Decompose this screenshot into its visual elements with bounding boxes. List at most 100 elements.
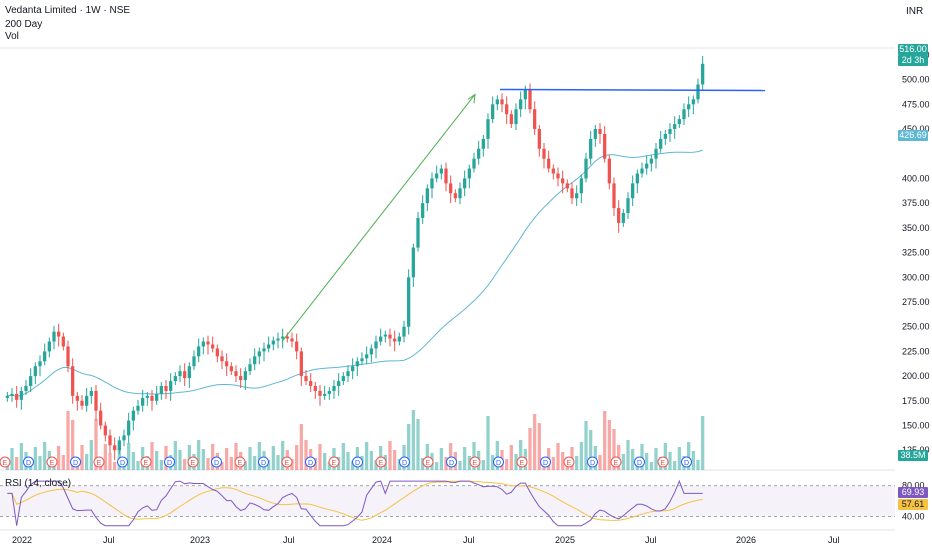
- candle-body: [435, 173, 439, 179]
- volume-bar: [243, 461, 247, 470]
- candle-body: [127, 420, 131, 436]
- volume-bar: [481, 460, 485, 470]
- candle-body: [299, 351, 303, 377]
- candle-body: [52, 331, 56, 342]
- time-axis[interactable]: 2022 Jul 2023 Jul 2024 Jul 2025 Jul 2026 Jul: [12, 535, 840, 545]
- candle-body: [89, 390, 93, 396]
- earnings-marker: E: [46, 456, 58, 468]
- marker-circle: [493, 456, 504, 468]
- volume-bar: [290, 459, 294, 470]
- candle-body: [38, 361, 42, 367]
- marker-letter: E: [3, 460, 8, 467]
- volume-bar: [514, 454, 518, 470]
- candle-body: [687, 104, 691, 110]
- volume-bar: [584, 421, 588, 470]
- candle-body: [575, 193, 579, 199]
- candle-body: [701, 63, 705, 85]
- x-tick-label: Jul: [828, 535, 840, 545]
- marker-circle: [211, 456, 222, 468]
- candle-body: [178, 371, 182, 377]
- candle-body: [631, 183, 635, 199]
- candle-body: [458, 188, 462, 199]
- earnings-marker: E: [657, 456, 669, 468]
- earnings-marker: E: [469, 456, 481, 468]
- candle-body: [495, 99, 499, 105]
- volume-bar: [365, 442, 369, 470]
- volume-bar: [654, 448, 658, 470]
- candle-body: [612, 183, 616, 209]
- symbol-title[interactable]: Vedanta Limited · 1W · NSE: [5, 5, 131, 16]
- candle-body: [449, 183, 453, 194]
- volume-indicator-label[interactable]: Vol: [5, 31, 19, 42]
- candle-body: [519, 99, 523, 110]
- candle-body: [341, 376, 345, 382]
- rsi-legend[interactable]: RSI (14, close): [5, 478, 72, 489]
- candle-body: [491, 104, 495, 120]
- candle-body: [397, 336, 401, 342]
- candle-body: [75, 395, 79, 401]
- volume-bar: [61, 455, 65, 470]
- volume-bar: [234, 443, 238, 470]
- candle-body: [295, 341, 299, 352]
- marker-circle: [234, 456, 246, 468]
- y-tick-label: 150.00: [902, 421, 930, 431]
- y-tick-label: 250.00: [902, 322, 930, 332]
- volume-bar: [463, 447, 467, 470]
- ma-indicator-label[interactable]: 200 Day: [5, 19, 43, 30]
- candle-body: [682, 109, 686, 120]
- y-tick-label: 200.00: [902, 371, 930, 381]
- rsi-path: [7, 479, 703, 527]
- candle-body: [262, 348, 266, 352]
- volume-bar: [281, 441, 285, 470]
- volume-bar: [374, 460, 378, 470]
- x-tick-label: Jul: [645, 535, 657, 545]
- candle-body: [131, 410, 135, 421]
- candle-body: [187, 366, 191, 379]
- marker-letter: D: [167, 460, 172, 467]
- candle-body: [248, 364, 252, 372]
- rsi-band: [0, 485, 895, 517]
- candle-body: [113, 445, 117, 451]
- volume-bar: [598, 455, 602, 470]
- candle-body: [472, 158, 476, 169]
- candle-body: [47, 341, 51, 352]
- candle-body: [463, 178, 467, 189]
- candle-body: [584, 158, 588, 179]
- candle-body: [43, 351, 47, 362]
- candle-body: [430, 178, 434, 189]
- y-tick-label: 475.00: [902, 99, 930, 109]
- earnings-marker: E: [281, 456, 293, 468]
- candle-body: [141, 397, 145, 406]
- volume-bar: [416, 419, 420, 470]
- candle-body: [24, 385, 28, 391]
- earnings-marker: E: [234, 456, 246, 468]
- candle-body: [309, 381, 313, 386]
- countdown-tag: 2d 3h: [898, 55, 928, 66]
- last-price-tag: 516.00: [898, 44, 928, 55]
- volume-bar: [435, 462, 439, 470]
- volume-bar: [150, 442, 154, 470]
- volume-bar: [206, 458, 210, 470]
- candle-body: [561, 178, 565, 184]
- candle-body: [533, 109, 537, 130]
- candle-body: [285, 336, 289, 339]
- earnings-marker: E: [187, 456, 199, 468]
- volume-bar: [649, 462, 653, 470]
- candle-body: [570, 188, 574, 199]
- dividend-marker: D: [164, 456, 175, 468]
- drawings[interactable]: [281, 88, 766, 342]
- candle-body: [477, 148, 481, 159]
- volume-bar: [397, 459, 401, 470]
- volume-bar: [668, 452, 672, 470]
- volume-bar: [528, 428, 532, 470]
- rsi-value-tag: 69.93: [898, 487, 928, 498]
- candle-body: [691, 99, 695, 105]
- x-tick-label: 2022: [12, 535, 32, 545]
- x-tick-label: 2023: [190, 535, 210, 545]
- candle-body: [677, 119, 681, 125]
- volume-bar: [136, 461, 140, 470]
- volume-bar: [43, 442, 47, 470]
- dividend-marker: D: [23, 456, 34, 468]
